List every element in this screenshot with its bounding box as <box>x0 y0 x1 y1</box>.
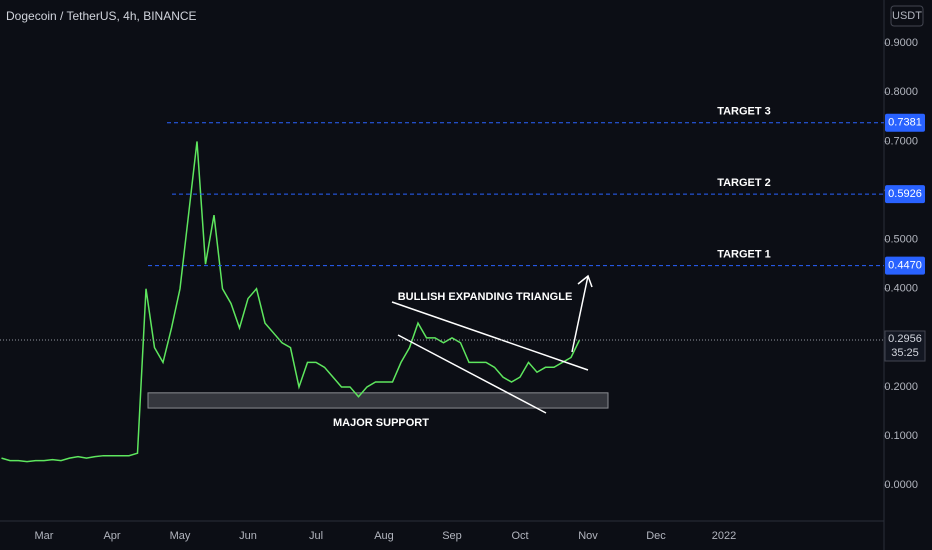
target-price-label: 0.5926 <box>888 188 922 200</box>
support-label: MAJOR SUPPORT <box>333 417 429 429</box>
currency-button[interactable] <box>890 5 924 27</box>
target-name: TARGET 3 <box>717 106 771 118</box>
y-tick-label: 0.5000 <box>884 234 918 246</box>
pattern-label: BULLISH EXPANDING TRIANGLE <box>398 291 573 303</box>
x-tick-label: 2022 <box>712 530 736 542</box>
x-tick-label: Oct <box>511 530 528 542</box>
target-price-label: 0.4470 <box>888 260 922 272</box>
target-price-label: 0.7381 <box>888 117 922 129</box>
breakout-arrow <box>571 274 593 353</box>
x-tick-label: Nov <box>578 530 598 542</box>
y-tick-label: 0.2000 <box>884 381 918 393</box>
x-tick-label: Dec <box>646 530 666 542</box>
y-tick-label: 0.7000 <box>884 135 918 147</box>
target-price-box <box>885 256 925 275</box>
x-tick-label: Aug <box>374 530 394 542</box>
target-name: TARGET 2 <box>717 177 771 189</box>
triangle-lower-line <box>397 334 547 414</box>
chart-title: Dogecoin / TetherUS, 4h, BINANCE <box>6 9 197 23</box>
x-tick-label: May <box>170 530 191 542</box>
y-tick-label: 0.0000 <box>884 479 918 491</box>
target-price-box <box>885 185 925 204</box>
x-tick-label: Apr <box>103 530 120 542</box>
x-tick-label: Sep <box>442 530 462 542</box>
y-tick-label: 0.9000 <box>884 37 918 49</box>
support-zone <box>147 392 609 409</box>
triangle-upper-line <box>391 301 589 371</box>
currency-label[interactable]: USDT <box>892 10 922 22</box>
last-price-box <box>884 330 926 362</box>
y-tick-label: 0.8000 <box>884 86 918 98</box>
x-tick-label: Jun <box>239 530 257 542</box>
x-tick-label: Jul <box>309 530 323 542</box>
target-name: TARGET 1 <box>717 249 771 261</box>
y-tick-label: 0.4000 <box>884 283 918 295</box>
price-line <box>1 141 581 463</box>
x-tick-label: Mar <box>35 530 54 542</box>
y-tick-label: 0.1000 <box>884 430 918 442</box>
countdown-label: 35:25 <box>891 347 919 359</box>
target-price-box <box>885 113 925 132</box>
last-price-label: 0.2956 <box>888 333 922 345</box>
